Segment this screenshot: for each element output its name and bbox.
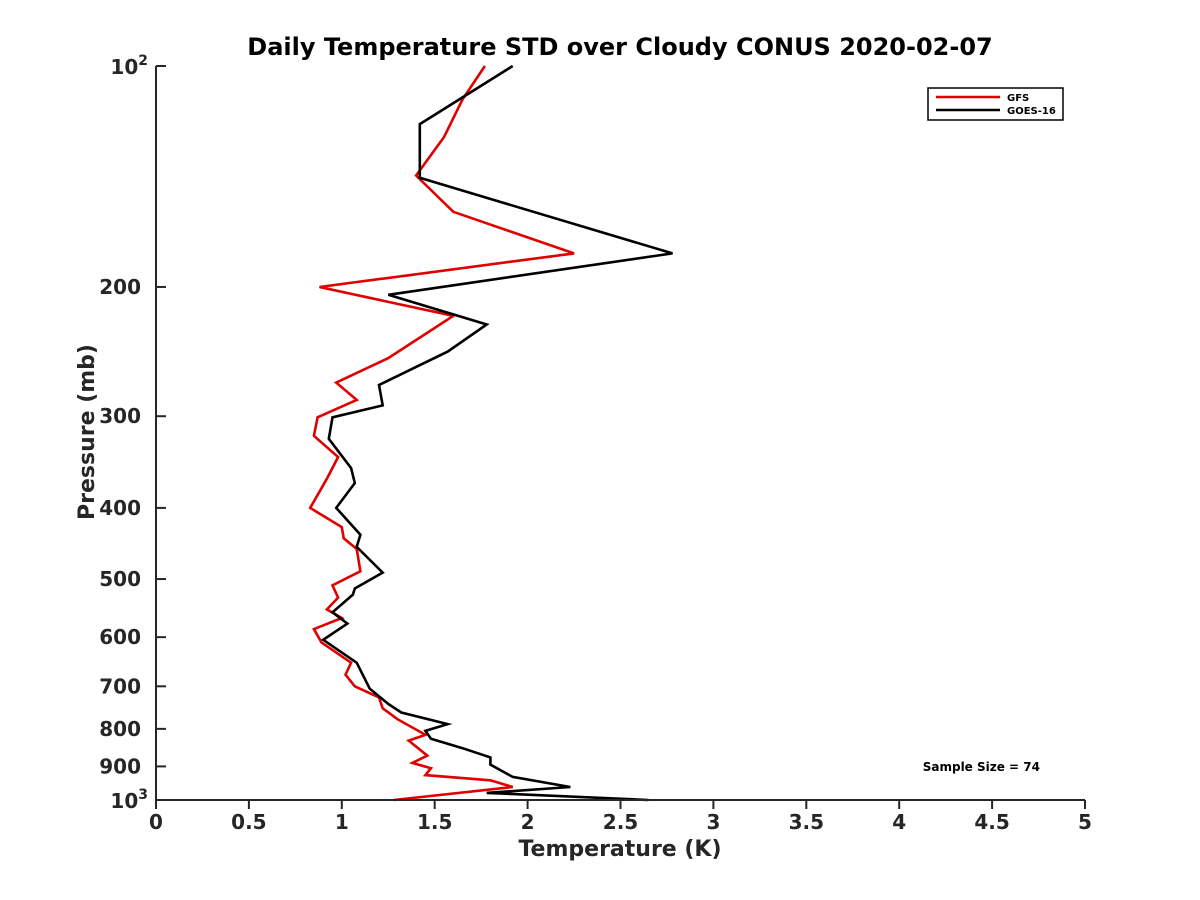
x-tick-label: 2 (521, 810, 535, 834)
x-tick-label: 4.5 (974, 810, 1009, 834)
series-layer (308, 64, 673, 802)
y-tick-label: 102 (110, 53, 148, 79)
legend-label: GOES-16 (1007, 106, 1056, 117)
x-tick-label: 0 (149, 810, 163, 834)
y-tick-label: 900 (99, 754, 141, 778)
legend-label: GFS (1007, 93, 1029, 104)
y-tick-label: 103 (110, 787, 148, 813)
series-line-gfs (308, 65, 575, 802)
y-axis-label: Pressure (mb) (75, 344, 100, 520)
x-axis-label: Temperature (K) (518, 837, 721, 862)
x-tick-label: 3 (706, 810, 720, 834)
y-tick-label: 800 (99, 717, 141, 741)
x-tick-label: 0.5 (231, 810, 266, 834)
y-tick-label: 200 (99, 275, 141, 299)
x-tick-label: 2.5 (603, 810, 638, 834)
x-tick-label: 1 (335, 810, 349, 834)
legend[interactable]: GFS GOES-16 (927, 87, 1064, 121)
x-tick-label: 1.5 (417, 810, 452, 834)
axes-layer: 0 0.5 1 1.5 2 2.5 3 3.5 4 4.5 5 102 200 300 400 500 600 7… (99, 53, 1092, 834)
x-tick-label: 5 (1078, 810, 1092, 834)
y-tick-label: 700 (99, 674, 141, 698)
y-tick-label: 400 (99, 496, 141, 520)
sample-size-annotation: Sample Size = 74 (923, 760, 1040, 774)
chart-title: Daily Temperature STD over Cloudy CONUS … (247, 33, 992, 61)
x-tick-label: 4 (892, 810, 906, 834)
series-line-goes-16 (320, 64, 673, 802)
legend-box (927, 87, 1064, 121)
y-tick-label: 600 (99, 625, 141, 649)
x-tick-label: 3.5 (789, 810, 824, 834)
y-tick-label: 500 (99, 567, 141, 591)
y-tick-label: 300 (99, 404, 141, 428)
